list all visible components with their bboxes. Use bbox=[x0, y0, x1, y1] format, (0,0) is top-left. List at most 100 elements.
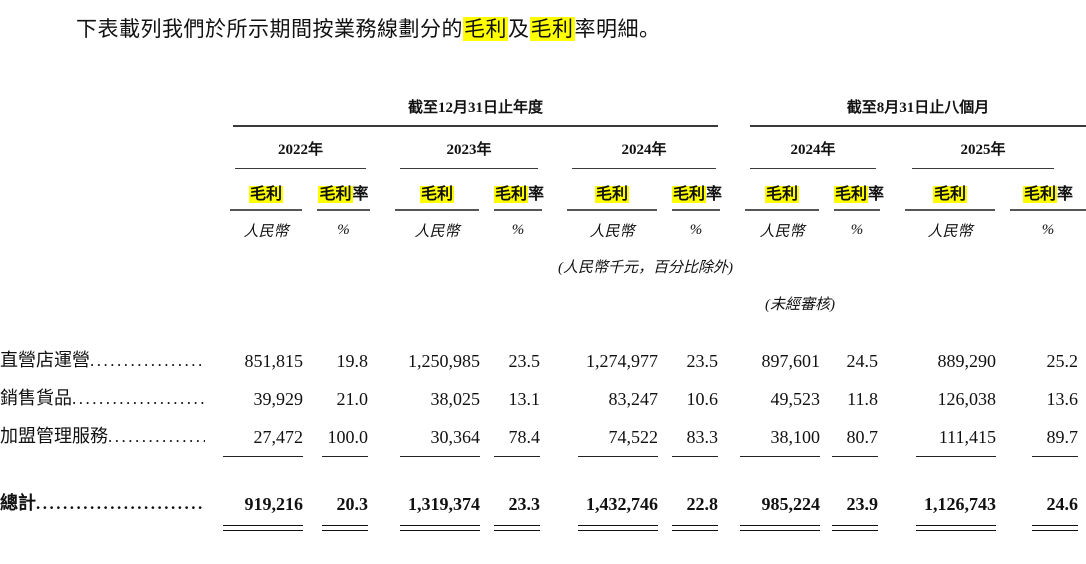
gross-margin-column-header: 毛利率 bbox=[660, 169, 723, 211]
year-header-2024-8m: 2024年 bbox=[720, 127, 880, 169]
empty-cell bbox=[0, 249, 205, 283]
value-cell: 10.6 bbox=[686, 389, 719, 409]
value-cell: 111,415 bbox=[880, 415, 998, 457]
total-value-cell: 919,216 bbox=[205, 453, 305, 531]
row-label-text: 直營店運營 bbox=[0, 350, 90, 370]
currency-unit-label: 人民幣 bbox=[589, 223, 635, 240]
unaudited-note: (未經審核) bbox=[765, 296, 836, 313]
unit-note-row: (人民幣千元，百分比除外) bbox=[0, 249, 1086, 283]
value-cell: 27,472 bbox=[205, 415, 305, 457]
rate-suffix: 率 bbox=[706, 186, 723, 203]
value-cell: 100.0 bbox=[305, 415, 370, 457]
gross-margin-header-label: 毛利率 bbox=[494, 180, 545, 211]
rate-suffix: 率 bbox=[528, 186, 545, 203]
highlight: 毛利 bbox=[1023, 186, 1058, 203]
percent-unit-label: % bbox=[850, 221, 864, 238]
empty-cell bbox=[0, 211, 205, 249]
value-cell: 38,100 bbox=[720, 415, 822, 457]
value-cell: 889,290 bbox=[937, 351, 997, 371]
period-group-header-row: 截至12月31日止年度 截至8月31日止八個月 bbox=[0, 91, 1086, 127]
value-cell: 83.3 bbox=[660, 415, 720, 457]
row-label-text: 總計 bbox=[0, 493, 36, 513]
highlight: 毛利 bbox=[765, 186, 800, 203]
year-label: 2025年 bbox=[912, 138, 1055, 169]
units-row: 人民幣 % 人民幣 % 人民幣 % 人民幣 % 人民幣 % bbox=[0, 211, 1086, 249]
row-label: 加盟管理服務.............................. bbox=[0, 422, 205, 448]
year-header-row: 2022年 2023年 2024年 2024年 2025年 bbox=[0, 127, 1086, 169]
dot-leader: .............................. bbox=[90, 351, 205, 370]
empty-cell bbox=[0, 169, 205, 211]
value-cell: 11.8 bbox=[847, 389, 879, 409]
gross-margin-header-label: 毛利率 bbox=[834, 180, 884, 211]
gross-profit-column-header: 毛利 bbox=[720, 169, 822, 211]
value-cell: 13.6 bbox=[1046, 389, 1079, 409]
row-label-text: 加盟管理服務 bbox=[0, 426, 108, 446]
value-cell: 49,523 bbox=[770, 389, 821, 409]
total-value-cell: 1,319,374 bbox=[370, 453, 482, 531]
unaudited-note-row: (未經審核) bbox=[0, 283, 1086, 323]
thousands-note: (人民幣千元，百分比除外) bbox=[558, 259, 734, 276]
currency-unit-label: 人民幣 bbox=[927, 223, 973, 240]
total-value-cell: 20.3 bbox=[305, 453, 370, 531]
period-group-eight-months-label: 截至8月31日止八個月 bbox=[750, 96, 1086, 127]
value-cell: 1,274,977 bbox=[586, 351, 658, 371]
total-value-cell: 23.3 bbox=[482, 453, 542, 531]
total-value-cell: 22.8 bbox=[660, 453, 720, 531]
gross-margin-header-label: 毛利率 bbox=[672, 180, 723, 211]
total-value-cell: 1,432,746 bbox=[542, 453, 660, 531]
value-cell: 39,929 bbox=[253, 389, 304, 409]
title-highlight-gross-profit: 毛利 bbox=[463, 17, 508, 41]
year-label: 2023年 bbox=[400, 138, 538, 169]
highlight: 毛利 bbox=[933, 186, 968, 203]
gross-profit-column-header: 毛利 bbox=[370, 169, 482, 211]
highlight: 毛利 bbox=[494, 186, 529, 203]
currency-unit-label: 人民幣 bbox=[414, 223, 460, 240]
row-label: 總計 .............................. bbox=[0, 489, 205, 515]
dot-leader: .............................. bbox=[72, 389, 205, 408]
page-title: 下表載列我們於所示期間按業務線劃分的毛利及毛利率明細。 bbox=[76, 13, 1086, 43]
gross-margin-header-label: 毛利率 bbox=[317, 180, 370, 211]
rate-suffix: 率 bbox=[1057, 186, 1074, 203]
total-value-cell: 24.6 bbox=[998, 453, 1086, 531]
table-row-franchise-services: 加盟管理服務.............................. 27,… bbox=[0, 415, 1086, 457]
gross-margin-header-label: 毛利率 bbox=[1010, 180, 1086, 211]
gross-margin-column-header: 毛利率 bbox=[998, 169, 1086, 211]
title-highlight-gross-profit: 毛利 bbox=[529, 17, 575, 41]
value-cell: 23.5 bbox=[686, 351, 719, 371]
value-cell: 23.5 bbox=[508, 351, 541, 371]
gross-profit-header-label: 毛利 bbox=[745, 180, 820, 211]
percent-unit-label: % bbox=[511, 221, 525, 238]
year-header-2022: 2022年 bbox=[205, 127, 370, 169]
value-cell: 83,247 bbox=[608, 389, 659, 409]
value-cell: 1,250,985 bbox=[408, 351, 480, 371]
gross-profit-column-header: 毛利 bbox=[542, 169, 660, 211]
highlight: 毛利 bbox=[672, 186, 707, 203]
value-cell: 21.0 bbox=[336, 389, 369, 409]
period-group-annual-label: 截至12月31日止年度 bbox=[233, 96, 719, 127]
year-label: 2024年 bbox=[750, 138, 877, 169]
value-cell: 38,025 bbox=[430, 389, 481, 409]
year-header-2023: 2023年 bbox=[370, 127, 542, 169]
value-cell: 13.1 bbox=[508, 389, 541, 409]
value-cell: 126,038 bbox=[937, 389, 997, 409]
gross-profit-header-label: 毛利 bbox=[567, 180, 657, 211]
total-value-cell: 1,126,743 bbox=[880, 453, 998, 531]
row-label: 直營店運營.............................. bbox=[0, 346, 205, 372]
column-header-row: 毛利 毛利率 毛利 毛利率 毛利 毛利率 毛利 毛利率 毛利 毛利率 bbox=[0, 169, 1086, 211]
title-text: 率明細。 bbox=[574, 17, 661, 41]
empty-cell bbox=[0, 283, 720, 323]
title-text: 下表載列我們於所示期間按業務線劃分的 bbox=[76, 17, 463, 41]
table-row-total: 總計 .............................. 919,21… bbox=[0, 453, 1086, 531]
empty-cell bbox=[0, 91, 205, 127]
row-label: 銷售貨品.............................. bbox=[0, 384, 205, 410]
percent-unit-label: % bbox=[689, 221, 703, 238]
table-row-direct-stores: 直營店運營.............................. 851,… bbox=[0, 323, 1086, 377]
value-cell: 30,364 bbox=[370, 415, 482, 457]
rate-suffix: 率 bbox=[868, 186, 885, 203]
highlight: 毛利 bbox=[834, 186, 869, 203]
percent-unit-label: % bbox=[1041, 221, 1055, 238]
currency-unit-label: 人民幣 bbox=[759, 223, 805, 240]
highlight: 毛利 bbox=[594, 186, 629, 203]
year-label: 2024年 bbox=[572, 138, 717, 169]
gross-margin-column-header: 毛利率 bbox=[482, 169, 545, 211]
